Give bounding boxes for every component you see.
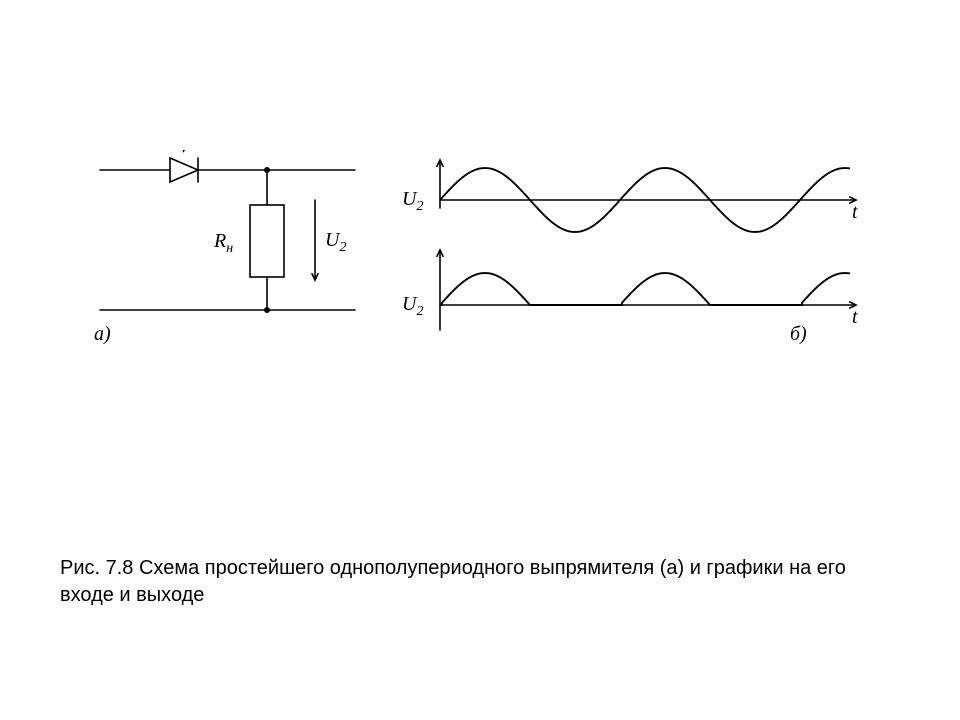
axis-u2-top: U2 — [402, 188, 423, 214]
waveform-output — [440, 273, 850, 305]
diode-label: V — [178, 150, 193, 157]
resistor-label: Rн — [213, 230, 233, 256]
axis-t-bottom: t — [852, 306, 858, 328]
panel-b-label: б) — [790, 323, 807, 345]
axis-t-top: t — [852, 201, 858, 223]
figure-caption: Рис. 7.8 Схема простейшего однополуперио… — [60, 555, 900, 609]
panel-a-label: а) — [94, 323, 111, 345]
diode-triangle — [170, 158, 198, 182]
load-resistor — [250, 205, 284, 277]
axis-u2-bottom: U2 — [402, 293, 423, 319]
u2-output-label: U2 — [325, 229, 346, 255]
figure-svg: V Rн U2 а) U2 t U2 t б) — [80, 150, 880, 380]
figure-stage: V Rн U2 а) U2 t U2 t б) Рис. 7.8 Схема простейше… — [0, 0, 960, 720]
